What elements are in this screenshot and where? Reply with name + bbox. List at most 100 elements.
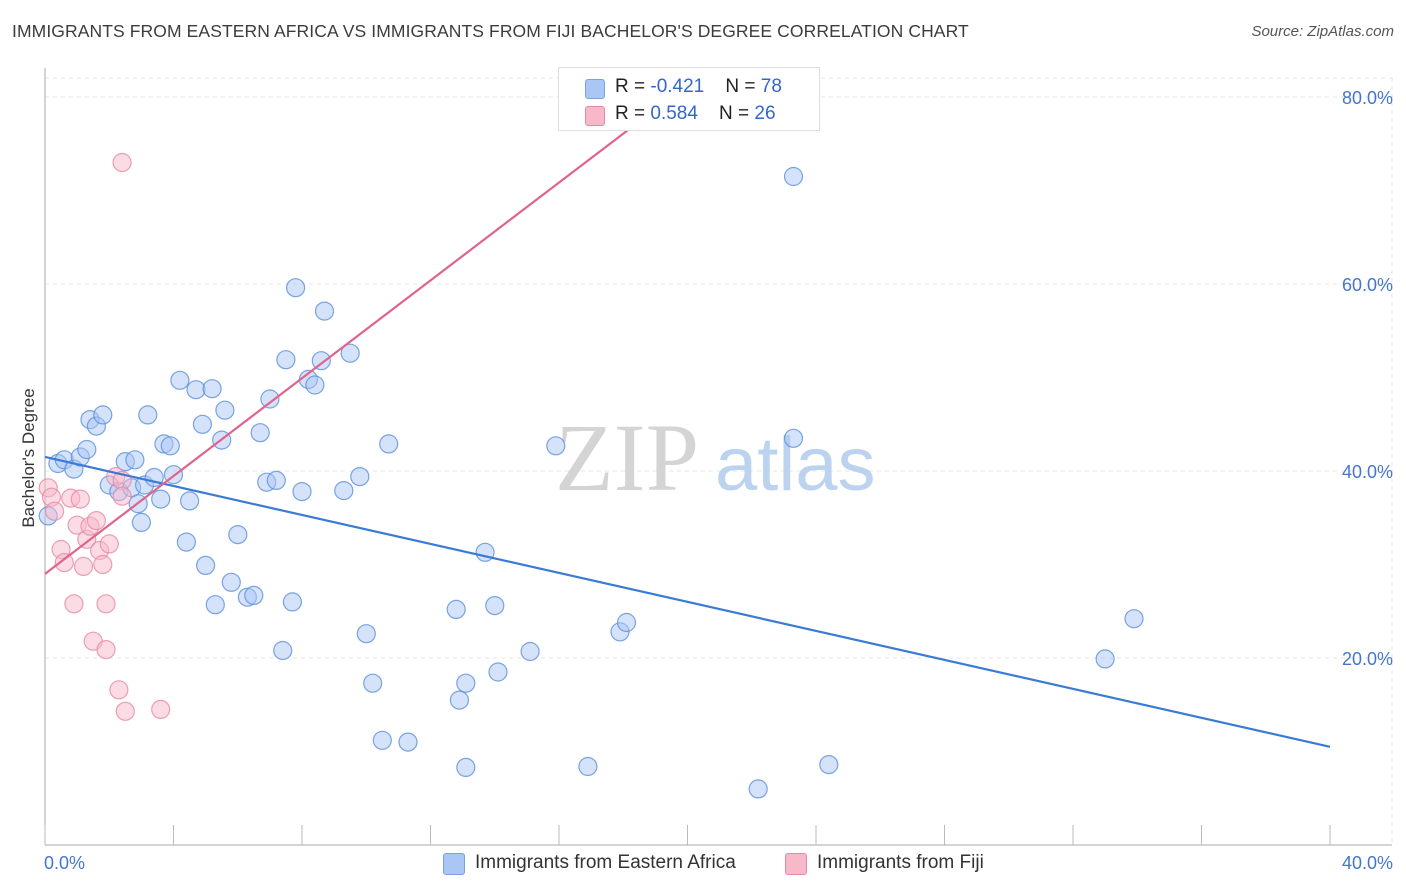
source-label: Source: ZipAtlas.com <box>1251 23 1394 40</box>
legend-r-value: -0.421 <box>650 76 705 97</box>
point-eastern-africa <box>748 779 768 799</box>
y-tick-label: 60.0% <box>1342 275 1393 295</box>
point-eastern-africa <box>578 756 598 777</box>
x-tick-label-min: 0.0% <box>44 853 85 873</box>
point-eastern-africa <box>250 423 270 443</box>
point-eastern-africa <box>160 436 180 456</box>
point-eastern-africa <box>311 351 331 371</box>
chart-title: IMMIGRANTS FROM EASTERN AFRICA VS IMMIGR… <box>12 21 969 41</box>
point-fiji <box>151 699 171 720</box>
point-eastern-africa <box>176 532 196 552</box>
point-eastern-africa <box>340 343 360 363</box>
point-eastern-africa <box>456 757 476 778</box>
point-eastern-africa <box>170 370 190 390</box>
point-eastern-africa <box>485 595 505 616</box>
point-eastern-africa <box>266 470 286 490</box>
trend-line-eastern-africa <box>44 455 1331 748</box>
point-eastern-africa <box>244 585 264 606</box>
point-eastern-africa <box>1124 609 1144 629</box>
point-fiji <box>99 534 119 554</box>
point-eastern-africa <box>93 405 113 425</box>
trend-line-fiji <box>44 96 673 575</box>
point-eastern-africa <box>228 524 248 545</box>
legend-r-value: 0.584 <box>650 103 698 124</box>
point-eastern-africa <box>783 166 804 187</box>
point-eastern-africa <box>520 641 540 662</box>
point-fiji <box>86 510 107 531</box>
y-tick-label: 80.0% <box>1342 88 1393 108</box>
legend-n-label: N = <box>719 103 755 124</box>
point-eastern-africa <box>125 450 145 470</box>
legend-r-label: R = <box>615 103 651 124</box>
point-eastern-africa <box>398 732 418 752</box>
point-fiji <box>73 556 94 577</box>
point-fiji <box>96 594 116 614</box>
y-tick-label: 20.0% <box>1342 649 1393 669</box>
point-eastern-africa <box>449 690 469 710</box>
stats-legend: R = -0.421 N = 78 R = 0.584 N = 26 <box>558 67 820 131</box>
point-eastern-africa <box>446 599 466 620</box>
y-tick-label: 40.0% <box>1342 462 1393 482</box>
legend-label-fiji: Immigrants from Fiji <box>817 852 984 873</box>
point-eastern-africa <box>196 555 216 576</box>
x-tick-label-max: 40.0% <box>1342 853 1393 873</box>
point-fiji <box>109 680 129 700</box>
point-eastern-africa <box>616 612 637 633</box>
legend-swatch-pink <box>585 106 605 126</box>
point-eastern-africa <box>221 572 241 592</box>
point-fiji <box>115 701 135 721</box>
point-fiji <box>44 501 65 521</box>
point-eastern-africa <box>276 350 296 370</box>
point-fiji <box>64 594 84 614</box>
tick-labels: 20.0% 40.0% 60.0% 80.0% 0.0% 40.0% <box>44 88 1393 873</box>
point-eastern-africa <box>202 379 222 399</box>
point-eastern-africa <box>260 389 280 409</box>
point-eastern-africa <box>186 380 206 400</box>
legend-n-value: 78 <box>760 76 782 97</box>
point-eastern-africa <box>334 481 354 501</box>
y-axis-label: Bachelor's Degree <box>19 388 38 527</box>
point-eastern-africa <box>379 434 399 454</box>
point-eastern-africa <box>314 301 335 321</box>
trend-lines <box>44 96 1331 748</box>
point-eastern-africa <box>286 278 306 298</box>
point-fiji <box>93 554 113 575</box>
point-eastern-africa <box>180 491 200 511</box>
point-fiji <box>54 552 74 573</box>
legend-swatch-blue <box>443 853 465 875</box>
legend-label-eastern-africa: Immigrants from Eastern Africa <box>475 852 736 873</box>
point-eastern-africa <box>456 673 476 693</box>
point-eastern-africa <box>215 400 235 420</box>
point-eastern-africa <box>546 436 566 456</box>
point-eastern-africa <box>192 414 212 434</box>
watermark: ZIP atlas <box>555 404 876 511</box>
point-eastern-africa <box>151 489 171 509</box>
axes <box>44 68 1392 846</box>
point-eastern-africa <box>292 482 312 502</box>
legend-swatch-blue <box>585 79 605 99</box>
point-eastern-africa <box>138 405 158 425</box>
point-eastern-africa <box>1095 649 1115 669</box>
point-eastern-africa <box>282 592 302 612</box>
point-fiji <box>96 639 116 660</box>
point-eastern-africa <box>488 662 508 682</box>
legend-swatch-pink <box>785 853 807 875</box>
data-points <box>38 152 1144 799</box>
point-eastern-africa <box>273 640 293 661</box>
point-fiji <box>70 489 90 509</box>
legend-n-label: N = <box>725 76 761 97</box>
legend-r-label: R = <box>615 76 651 97</box>
point-fiji <box>112 152 132 173</box>
point-eastern-africa <box>305 375 325 395</box>
point-eastern-africa <box>363 673 383 693</box>
point-eastern-africa <box>819 754 839 775</box>
point-eastern-africa <box>372 730 392 750</box>
point-fiji <box>112 486 132 506</box>
point-eastern-africa <box>356 624 376 644</box>
legend-n-value: 26 <box>754 103 776 124</box>
watermark-zip: ZIP <box>555 404 699 511</box>
point-eastern-africa <box>205 595 225 615</box>
point-eastern-africa <box>77 439 97 460</box>
point-eastern-africa <box>783 428 804 448</box>
